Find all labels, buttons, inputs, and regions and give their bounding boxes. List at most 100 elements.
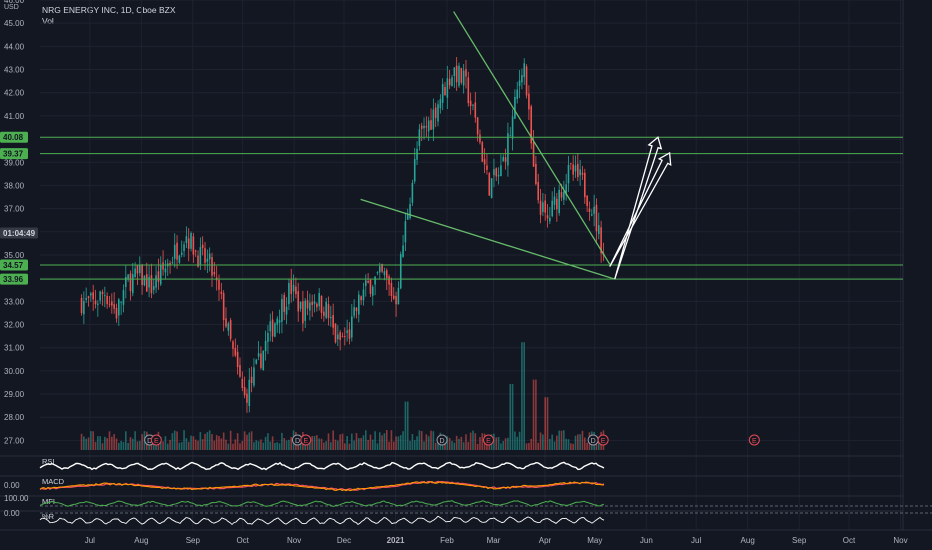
candle-body (83, 301, 85, 315)
time-tick-label: Sep (792, 536, 807, 545)
volume-bar (225, 439, 227, 450)
indicator-label: MFI (42, 497, 55, 506)
candle-body (330, 316, 332, 319)
horizontal-levels[interactable] (40, 136, 903, 280)
candle-body (143, 275, 146, 286)
candle-body (337, 334, 339, 340)
candle-body (586, 195, 588, 207)
volume-bar (425, 434, 428, 450)
candle-body (523, 63, 526, 78)
candle-body (283, 295, 286, 312)
volume-bar (206, 432, 209, 450)
volume-bar (523, 342, 526, 450)
candle-body (595, 204, 598, 232)
candle-body (183, 244, 185, 252)
candle-body (439, 99, 442, 109)
event-marker-label: E (303, 438, 308, 445)
candle-body (199, 247, 202, 265)
volume-bar (134, 431, 136, 450)
candle-body (353, 307, 355, 316)
indicator-panels: RSI MACD 0.00 MFI 100.00 %R 0.00 (4, 457, 932, 526)
candle-body (90, 293, 92, 296)
volume-bar (581, 430, 584, 450)
time-tick-label: Apr (539, 536, 552, 545)
volume-bar (85, 438, 87, 450)
volume-bar (402, 431, 404, 450)
candle-body (164, 268, 167, 273)
volume-bar (101, 443, 104, 450)
candle-body (211, 257, 213, 276)
candle-body (313, 301, 316, 305)
candle-body (497, 174, 500, 177)
candle-body (159, 264, 162, 285)
upper-trendline (453, 11, 611, 265)
candle-body (197, 255, 199, 267)
candle-body (236, 351, 239, 368)
candle-body (460, 68, 463, 83)
candle-body (437, 104, 439, 122)
candle-body (267, 332, 269, 342)
candle-body (535, 163, 537, 185)
candle-body (124, 276, 127, 288)
volume-bar (574, 435, 577, 450)
candle-body (507, 133, 509, 166)
candle-body (271, 319, 274, 337)
candle-body (444, 87, 446, 96)
projection-arrows[interactable] (609, 136, 672, 280)
volume-bar (502, 440, 505, 450)
candle-body (320, 295, 323, 313)
volume-bar (371, 439, 374, 450)
volume-bar (316, 435, 318, 450)
candle-body (150, 275, 153, 294)
candle-body (563, 191, 565, 200)
volume-bar (192, 436, 195, 450)
volume-bar (204, 433, 206, 450)
time-tick-label: Mar (487, 536, 501, 545)
volume-label[interactable]: Vol (42, 16, 54, 26)
indicator-label: %R (42, 512, 55, 521)
candle-body (511, 116, 514, 139)
volume-bar (378, 432, 381, 450)
chart-title[interactable]: NRG ENERGY INC, 1D, Cboe BZX (42, 5, 176, 15)
volume-bar (388, 441, 390, 450)
volume-bar (362, 435, 365, 450)
volume-bar (344, 443, 346, 450)
candle-body (234, 348, 237, 356)
volume-bars (80, 342, 605, 450)
candle-body (108, 303, 111, 305)
candle-body (192, 236, 195, 255)
volume-bar (241, 440, 244, 450)
volume-bar (500, 443, 502, 450)
candle-body (572, 164, 574, 175)
candle-body (157, 271, 160, 282)
time-axis[interactable]: Jul Aug Sep Oct Nov Dec 2021 Feb Mar Apr May Jun Jul… (85, 536, 932, 545)
volume-bar (180, 442, 183, 450)
candle-body (171, 262, 174, 264)
projection-arrow (609, 151, 672, 267)
volume-bar (243, 431, 246, 450)
price-tick-label: 33.00 (4, 297, 25, 306)
candle-body (281, 299, 283, 322)
volume-bar (115, 438, 118, 450)
price-tag-box (0, 273, 28, 285)
volume-bar (176, 431, 178, 450)
candle-body (162, 262, 164, 270)
volume-bar (458, 438, 460, 450)
candle-body (318, 293, 320, 307)
indicator-axis-label: 0.00 (4, 481, 20, 490)
volume-bar (434, 442, 437, 450)
volume-bar (173, 430, 176, 450)
trendlines[interactable] (360, 11, 615, 280)
candle-body (148, 276, 150, 288)
candle-body (269, 321, 272, 332)
price-tick-label: 31.00 (4, 344, 25, 353)
price-axis[interactable]: 27.0028.0029.0030.0031.0032.0033.0034.00… (4, 0, 25, 445)
volume-bar (155, 441, 157, 450)
currency-label: USD (4, 4, 19, 11)
volume-bar (257, 441, 260, 450)
candle-body (448, 78, 451, 86)
candle-body (222, 293, 225, 320)
volume-bar (546, 397, 549, 450)
